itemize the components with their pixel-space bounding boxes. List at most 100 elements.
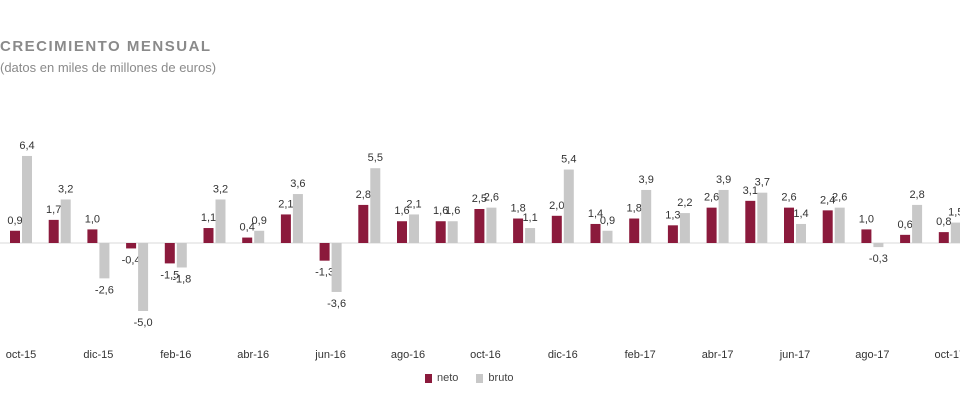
data-label-neto: 1,6 xyxy=(433,205,448,217)
bar-bruto xyxy=(912,204,923,243)
data-label-neto: 1,7 xyxy=(46,204,61,216)
data-label-neto: 2,6 xyxy=(781,192,796,204)
data-label-neto: 2,5 xyxy=(472,193,487,205)
legend-item-neto: neto xyxy=(425,372,458,384)
legend-swatch-neto xyxy=(425,373,432,383)
data-label-neto: 1,4 xyxy=(588,208,603,220)
bar-neto xyxy=(900,234,911,243)
data-label-neto: -0,4 xyxy=(122,254,141,266)
data-label-bruto: 3,2 xyxy=(213,183,228,195)
data-label-bruto: 2,1 xyxy=(406,198,421,210)
data-label-bruto: -5,0 xyxy=(134,317,153,329)
bar-bruto xyxy=(641,189,652,243)
data-label-bruto: 0,9 xyxy=(252,215,267,227)
data-label-neto: 1,8 xyxy=(510,203,525,215)
bar-neto xyxy=(551,215,562,243)
data-label-bruto: 3,7 xyxy=(755,177,770,189)
bar-neto xyxy=(861,229,872,243)
bar-bruto xyxy=(679,213,690,243)
bar-bruto xyxy=(563,169,574,243)
data-label-bruto: 3,2 xyxy=(58,183,73,195)
bar-bruto xyxy=(176,243,187,268)
bar-neto xyxy=(590,223,601,243)
x-tick-label: ago-16 xyxy=(391,349,425,361)
bar-neto xyxy=(319,243,330,261)
bar-neto xyxy=(280,214,291,243)
bar-neto xyxy=(938,232,949,243)
x-tick-label: jun-16 xyxy=(314,349,346,361)
bar-bruto xyxy=(486,207,497,243)
x-tick-label: jun-17 xyxy=(779,349,811,361)
data-label-bruto: -1,8 xyxy=(172,273,191,285)
x-tick-label: ago-17 xyxy=(855,349,889,361)
bar-bruto xyxy=(215,199,226,243)
bar-neto xyxy=(629,218,640,243)
bar-bruto xyxy=(950,222,960,243)
x-tick-label: abr-17 xyxy=(702,349,734,361)
bar-neto xyxy=(397,221,407,243)
bar-bruto xyxy=(873,243,884,248)
data-label-bruto: 1,4 xyxy=(793,208,808,220)
bar-bruto xyxy=(99,243,110,279)
data-label-neto: 0,4 xyxy=(240,222,255,234)
data-label-neto: 0,6 xyxy=(897,219,912,231)
data-label-bruto: 6,4 xyxy=(19,140,34,152)
data-label-neto: -1,5 xyxy=(160,269,179,281)
x-tick-label: oct-15 xyxy=(6,349,37,361)
bar-neto xyxy=(203,228,214,243)
data-label-neto: 0,9 xyxy=(7,215,22,227)
x-tick-label: oct-17 xyxy=(935,349,960,361)
data-label-neto: 1,0 xyxy=(859,213,874,225)
data-label-bruto: 1,1 xyxy=(522,212,537,224)
data-label-bruto: 1,5 xyxy=(948,207,960,219)
bar-bruto xyxy=(331,243,342,292)
data-label-neto: -1,3 xyxy=(315,267,334,279)
chart-legend: neto bruto xyxy=(425,372,514,384)
legend-item-bruto: bruto xyxy=(476,372,514,384)
bar-neto xyxy=(164,243,175,264)
x-tick-label: oct-16 xyxy=(470,349,501,361)
data-label-bruto: 3,9 xyxy=(716,174,731,186)
bar-bruto xyxy=(602,230,613,243)
x-tick-label: dic-15 xyxy=(83,349,113,361)
bar-neto xyxy=(242,237,253,243)
data-label-bruto: 2,8 xyxy=(909,189,924,201)
bar-bruto xyxy=(834,207,845,243)
data-label-neto: 2,4 xyxy=(820,194,835,206)
data-label-bruto: 5,5 xyxy=(368,152,383,164)
bar-neto xyxy=(513,218,524,243)
data-label-neto: 1,0 xyxy=(85,213,100,225)
x-tick-label: abr-16 xyxy=(237,349,269,361)
bar-neto xyxy=(87,229,98,243)
bar-neto xyxy=(706,207,717,243)
bar-bruto xyxy=(370,168,381,243)
data-label-bruto: -2,6 xyxy=(95,284,114,296)
chart-subtitle: (datos en miles de millones de euros) xyxy=(0,60,217,75)
data-label-neto: 0,8 xyxy=(936,216,951,228)
legend-swatch-bruto xyxy=(476,373,484,383)
bar-bruto xyxy=(60,199,71,243)
legend-label-bruto: bruto xyxy=(488,372,514,384)
bar-neto xyxy=(822,210,833,243)
bar-bruto xyxy=(718,189,729,243)
data-label-bruto: 2,2 xyxy=(677,197,692,209)
data-label-neto: 3,1 xyxy=(743,185,758,197)
bar-neto xyxy=(10,230,20,243)
data-label-bruto: 1,6 xyxy=(445,205,460,217)
x-tick-label: feb-17 xyxy=(625,349,656,361)
bar-neto xyxy=(474,209,485,243)
data-label-bruto: 2,6 xyxy=(484,192,499,204)
data-label-neto: 2,6 xyxy=(704,192,719,204)
data-label-bruto: 0,9 xyxy=(600,215,615,227)
bar-neto xyxy=(358,204,369,243)
data-label-bruto: -3,6 xyxy=(327,298,346,310)
data-label-bruto: 2,6 xyxy=(832,192,847,204)
x-tick-label: dic-16 xyxy=(548,349,578,361)
data-label-bruto: 3,6 xyxy=(290,178,305,190)
bar-neto xyxy=(784,207,794,243)
data-label-bruto: -0,3 xyxy=(869,253,888,265)
data-label-bruto: 3,9 xyxy=(639,174,654,186)
bar-bruto xyxy=(447,221,458,243)
bar-bruto xyxy=(757,192,768,243)
